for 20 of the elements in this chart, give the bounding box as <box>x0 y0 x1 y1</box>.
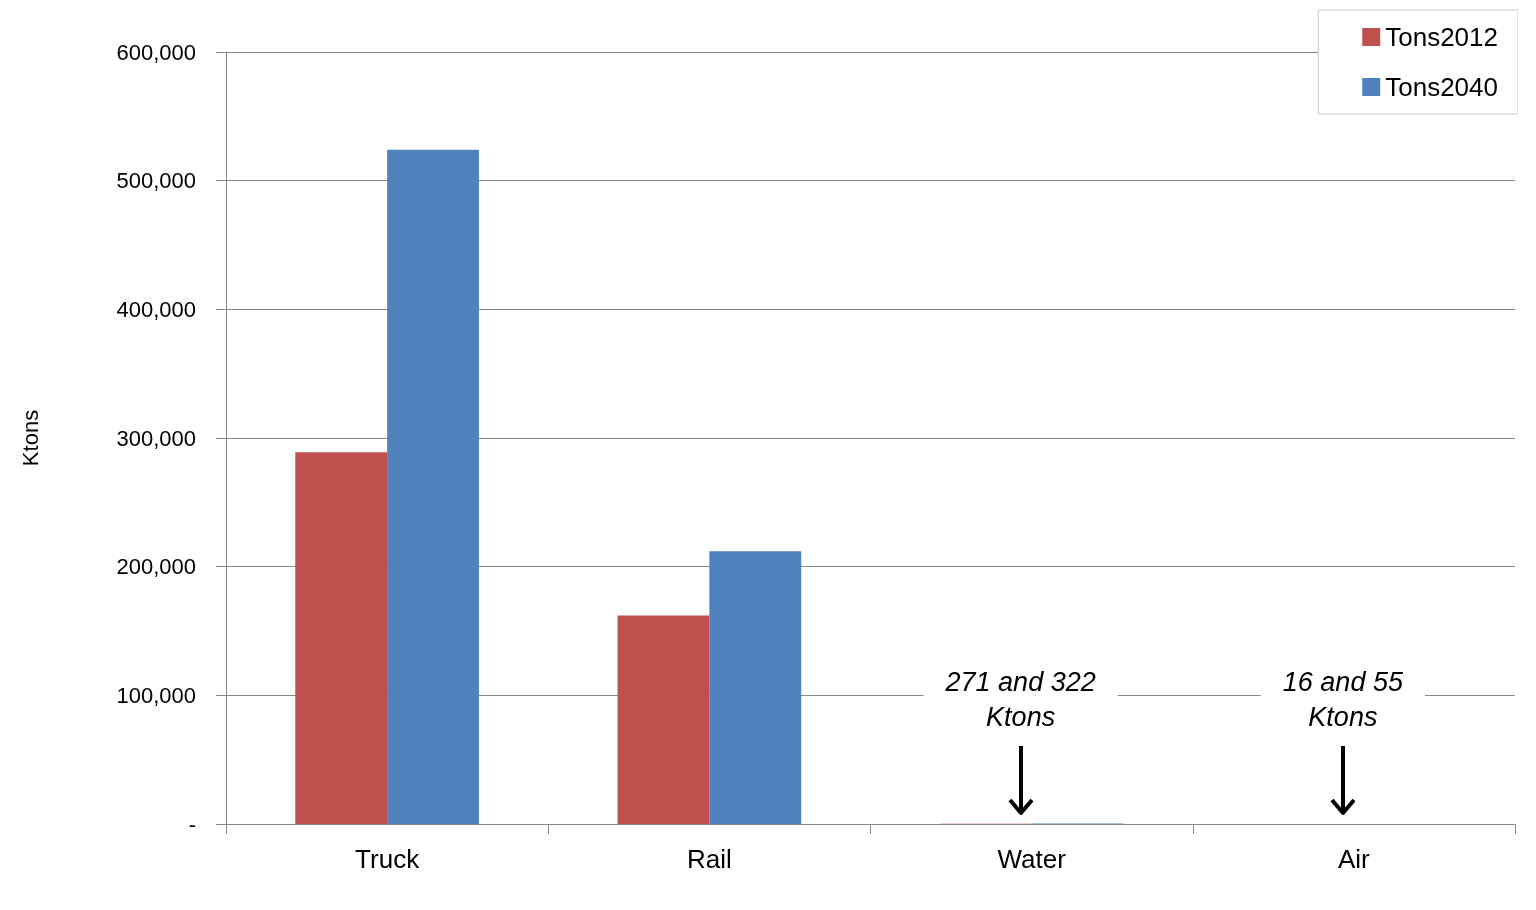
x-tick-label: Rail <box>686 844 732 874</box>
annotation: 271 and 322 Ktons <box>944 666 1096 732</box>
bar <box>617 615 710 824</box>
annotation: 16 and 55 Ktons <box>1282 666 1404 732</box>
bar <box>387 149 479 824</box>
x-tick-label: Truck <box>355 844 421 874</box>
legend-label: Tons2040 <box>1385 72 1499 102</box>
x-tick-label: Water <box>997 844 1067 874</box>
y-tick-label: 300,000 <box>116 425 196 451</box>
legend-label: Tons2012 <box>1385 22 1499 52</box>
x-tick-label: Air <box>1337 844 1371 874</box>
y-tick-label: 400,000 <box>116 296 196 322</box>
y-tick-label: 500,000 <box>116 168 196 194</box>
y-tick-label: - <box>188 811 196 837</box>
bar <box>709 551 802 824</box>
y-tick-label: 100,000 <box>116 682 196 708</box>
y-tick-label: 600,000 <box>116 39 196 65</box>
y-tick-label: 200,000 <box>116 554 196 580</box>
bar <box>295 452 388 824</box>
y-axis-title: Ktons <box>17 409 43 467</box>
